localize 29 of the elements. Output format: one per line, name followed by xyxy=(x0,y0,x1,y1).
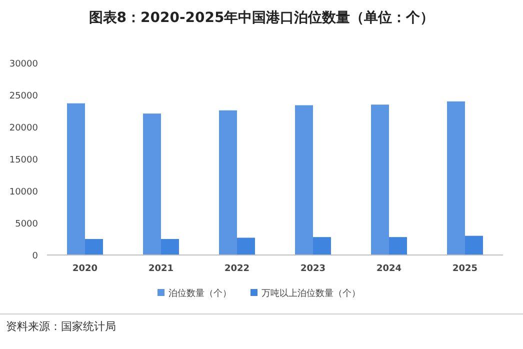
y-tick-label: 20000 xyxy=(9,124,38,134)
bar xyxy=(219,110,237,255)
legend-label: 泊位数量（个） xyxy=(168,288,232,299)
bar xyxy=(371,104,389,255)
x-tick-label: 2022 xyxy=(224,264,250,274)
bar xyxy=(143,114,161,255)
bar xyxy=(447,101,465,255)
bar xyxy=(85,239,103,255)
bar xyxy=(161,239,179,255)
bar xyxy=(67,103,85,255)
y-tick-label: 25000 xyxy=(9,92,38,102)
x-tick-label: 2025 xyxy=(452,264,478,274)
bar xyxy=(237,238,255,255)
y-tick-label: 15000 xyxy=(9,156,38,166)
text: 资料来源：国家统计局 xyxy=(6,320,116,333)
bar xyxy=(465,236,483,255)
x-tick-label: 2023 xyxy=(300,264,326,274)
y-tick-label: 0 xyxy=(32,252,38,262)
bar xyxy=(295,105,313,255)
x-tick-label: 2024 xyxy=(376,264,402,274)
x-tick-label: 2020 xyxy=(72,264,98,274)
chart-title: 图表8：2020-2025年中国港口泊位数量（单位：个） xyxy=(88,10,434,26)
y-tick-label: 10000 xyxy=(9,188,38,198)
bar xyxy=(313,237,331,255)
legend-label: 万吨以上泊位数量（个） xyxy=(262,288,360,299)
bar xyxy=(389,237,407,255)
y-tick-label: 30000 xyxy=(9,60,38,70)
x-tick-label: 2021 xyxy=(148,264,174,274)
y-tick-label: 5000 xyxy=(15,220,38,230)
